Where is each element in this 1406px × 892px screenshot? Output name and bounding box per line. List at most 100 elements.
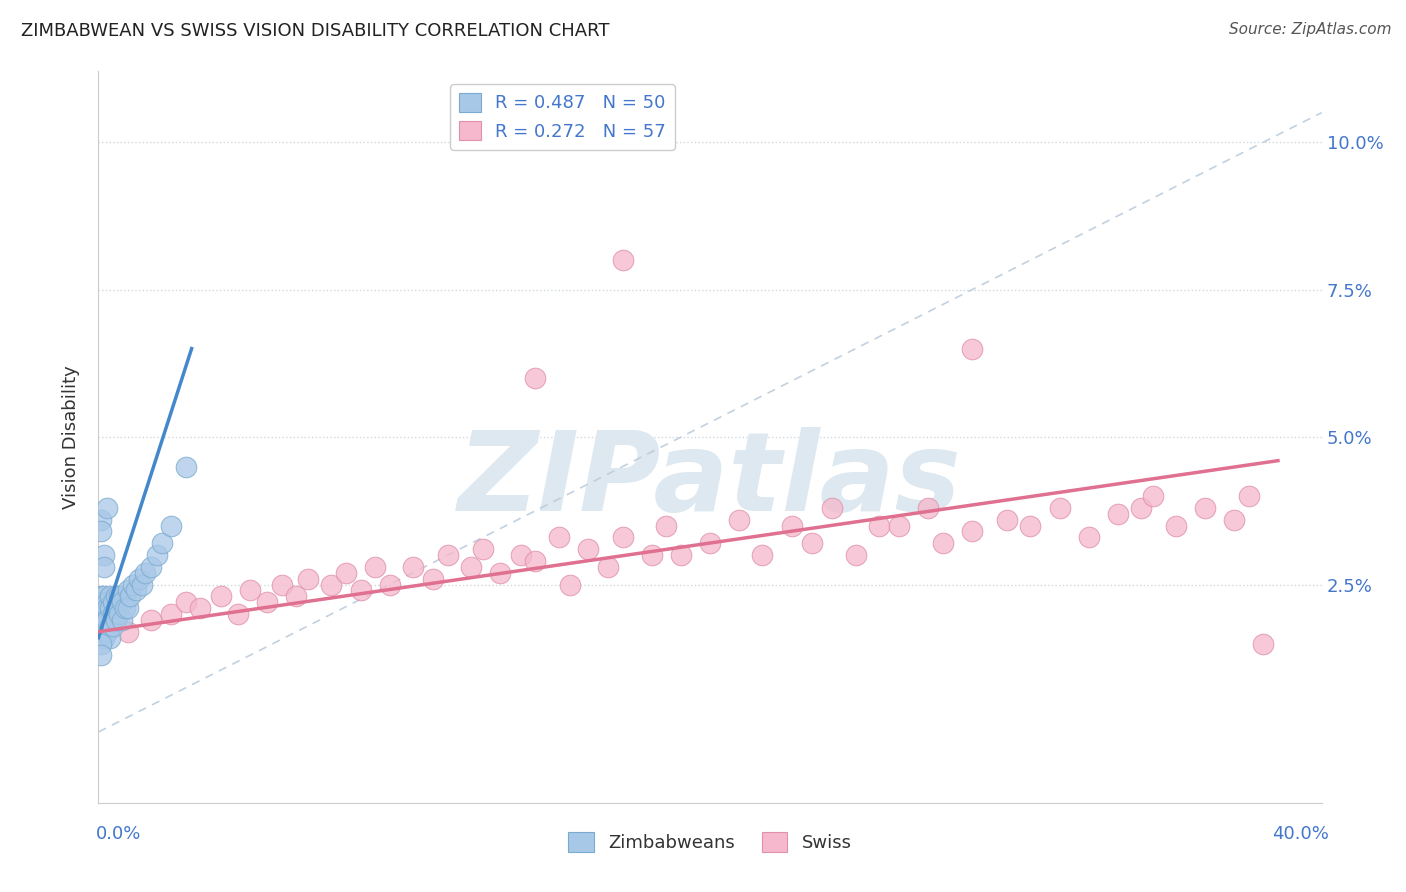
Point <box>120 590 142 604</box>
Point <box>96 601 118 615</box>
Point <box>932 536 955 550</box>
Point <box>98 619 121 633</box>
Point <box>114 601 136 615</box>
Point <box>801 536 824 550</box>
Point <box>96 500 118 515</box>
Point <box>335 566 357 580</box>
Point <box>111 595 134 609</box>
Point <box>93 548 115 562</box>
Point <box>209 590 232 604</box>
Point <box>845 548 868 562</box>
Point <box>101 619 124 633</box>
Point <box>509 548 531 562</box>
Point <box>90 595 112 609</box>
Point <box>101 607 124 621</box>
Text: ZIMBABWEAN VS SWISS VISION DISABILITY CORRELATION CHART: ZIMBABWEAN VS SWISS VISION DISABILITY CO… <box>21 22 610 40</box>
Point <box>90 524 112 539</box>
Point <box>125 583 148 598</box>
Point <box>821 500 844 515</box>
Point <box>93 559 115 574</box>
Point <box>139 613 162 627</box>
Point <box>1077 530 1099 544</box>
Point <box>524 371 547 385</box>
Text: ZIPatlas: ZIPatlas <box>458 427 962 534</box>
Point <box>471 542 494 557</box>
Point <box>1164 518 1187 533</box>
Point <box>641 548 664 562</box>
Point <box>104 613 127 627</box>
Point <box>1049 500 1071 515</box>
Point <box>285 590 308 604</box>
Point <box>321 577 343 591</box>
Point <box>93 624 115 639</box>
Point <box>160 607 183 621</box>
Point <box>93 607 115 621</box>
Point <box>90 648 112 663</box>
Point <box>108 590 131 604</box>
Point <box>1253 636 1275 650</box>
Point <box>131 577 153 591</box>
Point <box>1194 500 1216 515</box>
Y-axis label: Vision Disability: Vision Disability <box>62 365 80 509</box>
Point <box>1142 489 1164 503</box>
Point <box>174 595 197 609</box>
Point <box>270 577 294 591</box>
Point <box>422 572 444 586</box>
Point <box>437 548 460 562</box>
Point <box>728 513 751 527</box>
Point <box>98 590 121 604</box>
Legend: Zimbabweans, Swiss: Zimbabweans, Swiss <box>561 824 859 860</box>
Point <box>152 536 174 550</box>
Point <box>93 590 115 604</box>
Point <box>96 613 118 627</box>
Point <box>104 590 127 604</box>
Point <box>576 542 599 557</box>
Point <box>364 559 387 574</box>
Point <box>90 607 112 621</box>
Point <box>655 518 678 533</box>
Point <box>134 566 156 580</box>
Point <box>960 342 983 356</box>
Point <box>117 583 139 598</box>
Point <box>378 577 401 591</box>
Point <box>995 513 1018 527</box>
Point <box>596 559 619 574</box>
Point <box>104 601 127 615</box>
Point <box>256 595 278 609</box>
Point <box>547 530 569 544</box>
Point <box>460 559 482 574</box>
Point <box>117 624 139 639</box>
Point <box>489 566 512 580</box>
Point <box>960 524 983 539</box>
Point <box>226 607 249 621</box>
Point <box>1237 489 1260 503</box>
Point <box>98 601 121 615</box>
Point <box>1107 507 1129 521</box>
Point <box>93 619 115 633</box>
Point <box>402 559 425 574</box>
Point <box>90 590 112 604</box>
Point <box>111 613 134 627</box>
Point <box>98 631 121 645</box>
Point <box>122 577 145 591</box>
Text: 0.0%: 0.0% <box>96 825 141 843</box>
Point <box>90 513 112 527</box>
Point <box>889 518 911 533</box>
Point <box>101 595 124 609</box>
Point <box>93 613 115 627</box>
Point <box>349 583 371 598</box>
Point <box>780 518 803 533</box>
Point <box>1130 500 1153 515</box>
Point <box>868 518 890 533</box>
Point <box>96 624 118 639</box>
Point <box>1019 518 1042 533</box>
Point <box>145 548 167 562</box>
Point <box>239 583 262 598</box>
Point <box>128 572 150 586</box>
Point <box>139 559 162 574</box>
Point <box>751 548 773 562</box>
Point <box>90 613 112 627</box>
Point <box>560 577 582 591</box>
Point <box>188 601 212 615</box>
Point <box>90 601 112 615</box>
